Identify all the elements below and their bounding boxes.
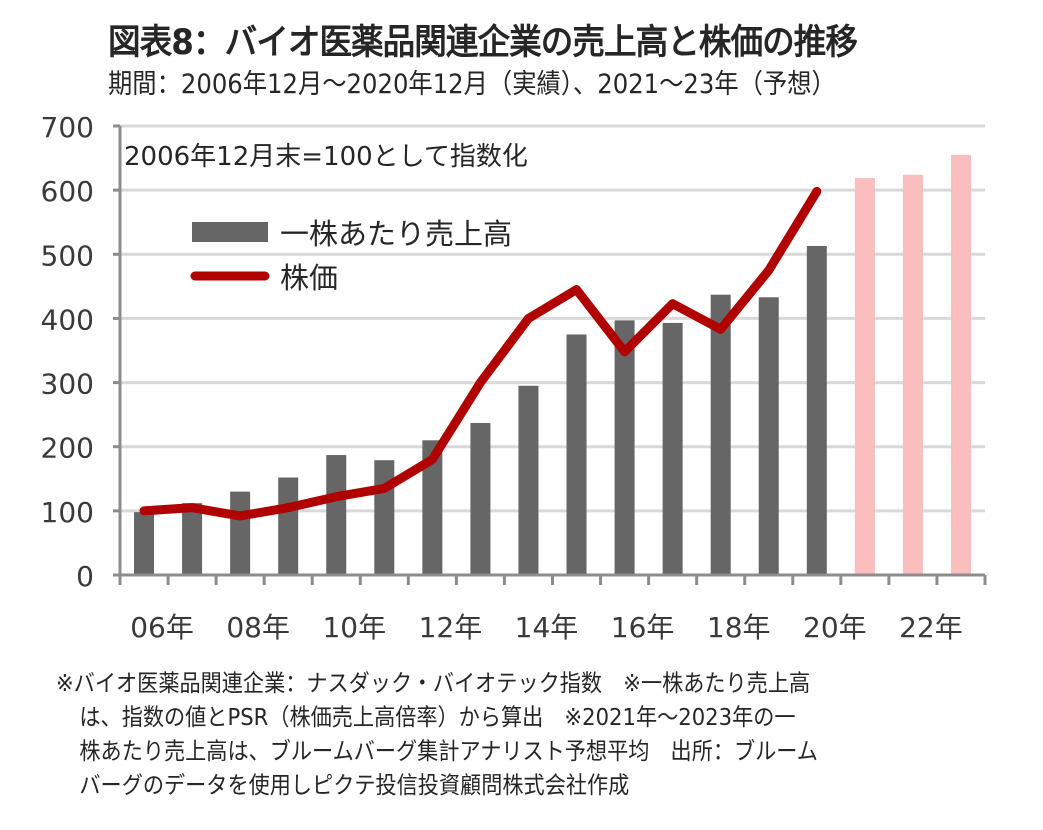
x-tick-labels: 06年 08年 10年 12年 14年 16年 18年 20年 22年 <box>130 611 963 644</box>
x-tick-label: 20年 <box>803 611 867 644</box>
y-tick-label: 500 <box>41 239 94 272</box>
legend-label-bar: 一株あたり売上高 <box>280 217 512 251</box>
y-tick-label: 400 <box>41 303 94 336</box>
forecast-bar <box>854 177 875 575</box>
footnote-line: バーグのデータを使用しピクテ投信投資顧問株式会社作成 <box>79 771 630 799</box>
axes <box>113 124 987 585</box>
footnote-line: 株あたり売上高は、ブルームバーグ集計アナリスト予想平均 出所：ブルーム <box>79 737 818 765</box>
x-tick-label: 10年 <box>322 611 386 644</box>
bar <box>374 460 395 575</box>
bar <box>566 334 587 575</box>
bar-series <box>134 154 971 575</box>
bar <box>710 294 731 575</box>
bar <box>662 322 683 575</box>
footnote: ※バイオ医薬品関連企業：ナスダック・バイオテック指数 ※一株あたり売上高 は、指… <box>56 666 1031 802</box>
x-tick-label: 14年 <box>515 611 579 644</box>
y-tick-labels: 0 100 200 300 400 500 600 700 <box>41 111 94 593</box>
chart-subtitle: 期間：2006年12月～2020年12月（実績）、2021～23年（予想） <box>108 69 836 100</box>
bar <box>182 503 203 575</box>
bar <box>278 477 299 575</box>
footnote-line: ※バイオ医薬品関連企業：ナスダック・バイオテック指数 ※一株あたり売上高 <box>56 669 811 697</box>
bar <box>518 385 539 575</box>
forecast-bar <box>902 174 923 575</box>
bar <box>422 440 443 575</box>
y-tick-label: 300 <box>41 368 94 401</box>
y-tick-label: 700 <box>41 111 94 144</box>
y-tick-label: 200 <box>41 432 94 465</box>
x-tick-label: 06年 <box>130 611 194 644</box>
legend-swatch-bar <box>192 222 268 242</box>
bar <box>230 491 251 575</box>
line-series <box>139 186 822 521</box>
y-tick-label: 100 <box>41 496 94 529</box>
x-tick-label: 16年 <box>611 611 675 644</box>
y-tick-label: 0 <box>76 560 94 593</box>
x-tick-label: 22年 <box>899 611 963 644</box>
y-tick-label: 600 <box>41 175 94 208</box>
bar <box>614 320 635 575</box>
bar <box>470 422 491 575</box>
bar <box>326 455 347 575</box>
x-tick-label: 18年 <box>707 611 771 644</box>
legend: 一株あたり売上高 株価 <box>190 217 512 295</box>
chart-title: 図表8：バイオ医薬品関連企業の売上高と株価の推移 <box>108 23 858 63</box>
footnote-line: は、指数の値とPSR（株価売上高倍率）から算出 ※2021年～2023年の一 <box>79 703 796 731</box>
forecast-bar <box>950 154 971 575</box>
x-tick-label: 08年 <box>226 611 290 644</box>
bar <box>806 245 827 575</box>
legend-label-line: 株価 <box>280 261 338 295</box>
bar <box>758 297 779 575</box>
index-note: 2006年12月末=100として指数化 <box>124 142 528 172</box>
x-tick-label: 12年 <box>419 611 483 644</box>
bar <box>134 512 155 575</box>
